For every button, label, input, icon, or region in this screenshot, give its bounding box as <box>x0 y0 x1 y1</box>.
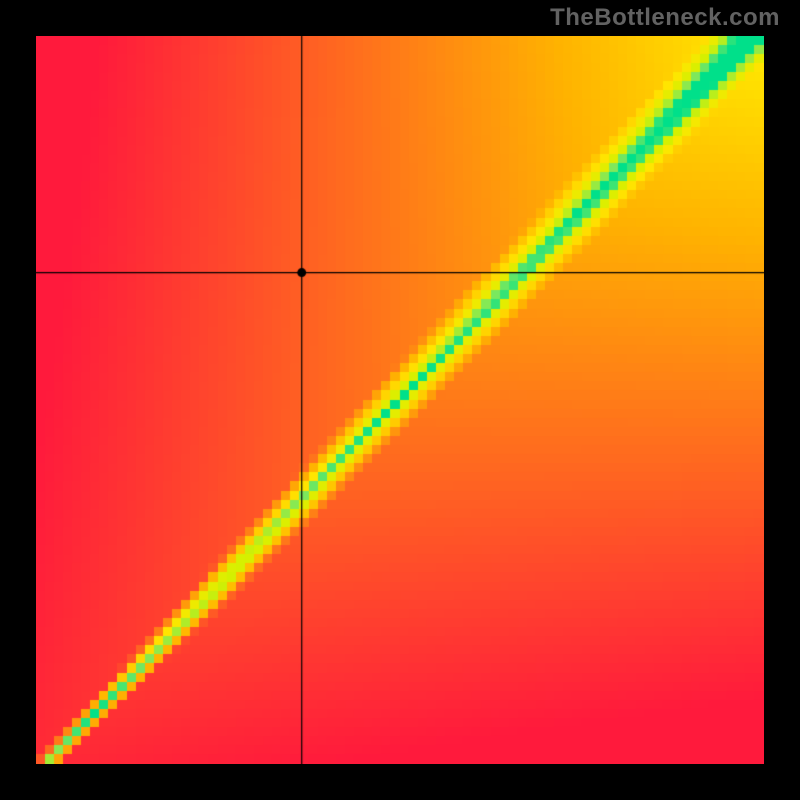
attribution-text: TheBottleneck.com <box>550 4 780 32</box>
bottleneck-heatmap <box>36 36 764 764</box>
chart-container: TheBottleneck.com <box>0 0 800 800</box>
